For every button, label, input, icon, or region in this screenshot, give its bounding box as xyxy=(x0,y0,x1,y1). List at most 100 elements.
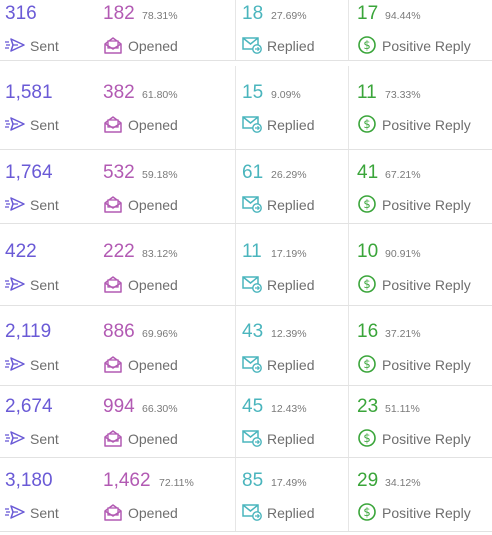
positive-count: 17 xyxy=(357,3,379,24)
send-icon xyxy=(5,115,25,138)
svg-text:$: $ xyxy=(363,505,370,519)
opened-percent: 78.31% xyxy=(142,10,178,22)
replied-percent: 17.19% xyxy=(271,248,307,260)
opened-label: Opened xyxy=(128,38,178,54)
svg-text:$: $ xyxy=(363,38,370,52)
envelope-reply-icon xyxy=(242,429,262,452)
sent-count: 1,764 xyxy=(5,162,53,183)
sent-label: Sent xyxy=(30,117,59,133)
column-divider xyxy=(235,0,236,60)
opened-count: 182 xyxy=(103,3,135,24)
column-divider xyxy=(235,150,236,223)
sent-label: Sent xyxy=(30,197,59,213)
dollar-circle-icon: $ xyxy=(357,36,377,59)
stats-row: 1,764 Sent 532 59.18% Opened 61 26.29% Repli… xyxy=(0,150,492,223)
envelope-reply-icon xyxy=(242,195,262,218)
replied-label: Replied xyxy=(267,505,315,521)
row-divider xyxy=(0,60,492,61)
envelope-open-icon xyxy=(103,195,123,218)
dollar-circle-icon: $ xyxy=(357,195,377,218)
envelope-reply-icon xyxy=(242,503,262,526)
sent-count: 1,581 xyxy=(5,82,53,103)
positive-count: 29 xyxy=(357,470,379,491)
opened-label: Opened xyxy=(128,357,178,373)
sent-count: 2,119 xyxy=(5,321,52,342)
dollar-circle-icon: $ xyxy=(357,115,377,138)
svg-text:$: $ xyxy=(363,277,370,291)
positive-percent: 90.91% xyxy=(385,248,421,260)
replied-count: 45 xyxy=(242,396,264,417)
positive-label: Positive Reply xyxy=(382,277,471,293)
opened-label: Opened xyxy=(128,117,178,133)
sent-count: 422 xyxy=(5,241,37,262)
row-divider xyxy=(0,149,492,150)
positive-count: 23 xyxy=(357,396,379,417)
positive-percent: 67.21% xyxy=(385,169,421,181)
send-icon xyxy=(5,195,25,218)
envelope-open-icon xyxy=(103,503,123,526)
row-divider xyxy=(0,385,492,386)
column-divider xyxy=(348,386,349,457)
envelope-reply-icon xyxy=(242,355,262,378)
opened-percent: 69.96% xyxy=(142,328,178,340)
send-icon xyxy=(5,503,25,526)
replied-label: Replied xyxy=(267,357,315,373)
replied-percent: 12.43% xyxy=(271,403,307,415)
positive-count: 16 xyxy=(357,321,379,342)
sent-label: Sent xyxy=(30,38,59,54)
row-divider xyxy=(0,223,492,224)
envelope-open-icon xyxy=(103,36,123,59)
replied-count: 43 xyxy=(242,321,264,342)
opened-count: 532 xyxy=(103,162,135,183)
replied-percent: 17.49% xyxy=(271,477,307,489)
positive-count: 10 xyxy=(357,241,379,262)
positive-label: Positive Reply xyxy=(382,505,471,521)
positive-percent: 34.12% xyxy=(385,477,421,489)
opened-percent: 83.12% xyxy=(142,248,178,260)
replied-label: Replied xyxy=(267,431,315,447)
positive-percent: 94.44% xyxy=(385,10,421,22)
sent-count: 3,180 xyxy=(5,470,53,491)
opened-count: 994 xyxy=(103,396,135,417)
replied-count: 11 xyxy=(242,241,262,262)
opened-label: Opened xyxy=(128,505,178,521)
stats-row: 2,674 Sent 994 66.30% Opened 45 12.43% Repli… xyxy=(0,386,492,457)
envelope-open-icon xyxy=(103,429,123,452)
send-icon xyxy=(5,355,25,378)
envelope-open-icon xyxy=(103,275,123,298)
opened-count: 382 xyxy=(103,82,135,103)
sent-label: Sent xyxy=(30,431,59,447)
dollar-circle-icon: $ xyxy=(357,275,377,298)
column-divider xyxy=(235,66,236,149)
replied-percent: 12.39% xyxy=(271,328,307,340)
svg-text:$: $ xyxy=(363,117,370,131)
svg-text:$: $ xyxy=(363,431,370,445)
send-icon xyxy=(5,36,25,59)
stats-row: 3,180 Sent 1,462 72.11% Opened 85 17.49% Rep… xyxy=(0,458,492,531)
column-divider xyxy=(348,0,349,60)
column-divider xyxy=(235,224,236,305)
replied-label: Replied xyxy=(267,277,315,293)
row-divider xyxy=(0,457,492,458)
column-divider xyxy=(348,66,349,149)
positive-percent: 37.21% xyxy=(385,328,421,340)
row-divider xyxy=(0,305,492,306)
opened-percent: 59.18% xyxy=(142,169,178,181)
column-divider xyxy=(348,224,349,305)
replied-count: 18 xyxy=(242,3,264,24)
opened-label: Opened xyxy=(128,431,178,447)
column-divider xyxy=(235,386,236,457)
opened-percent: 61.80% xyxy=(142,89,178,101)
opened-percent: 72.11% xyxy=(159,477,194,489)
stats-row: 316 Sent 182 78.31% Opened 18 27.69% Replied… xyxy=(0,0,492,60)
replied-count: 85 xyxy=(242,470,264,491)
send-icon xyxy=(5,429,25,452)
sent-label: Sent xyxy=(30,277,59,293)
dollar-circle-icon: $ xyxy=(357,503,377,526)
stats-row: 2,119 Sent 886 69.96% Opened 43 12.39% Repli… xyxy=(0,306,492,385)
sent-count: 316 xyxy=(5,3,37,24)
positive-percent: 73.33% xyxy=(385,89,421,101)
column-divider xyxy=(235,306,236,385)
envelope-reply-icon xyxy=(242,115,262,138)
replied-percent: 26.29% xyxy=(271,169,307,181)
